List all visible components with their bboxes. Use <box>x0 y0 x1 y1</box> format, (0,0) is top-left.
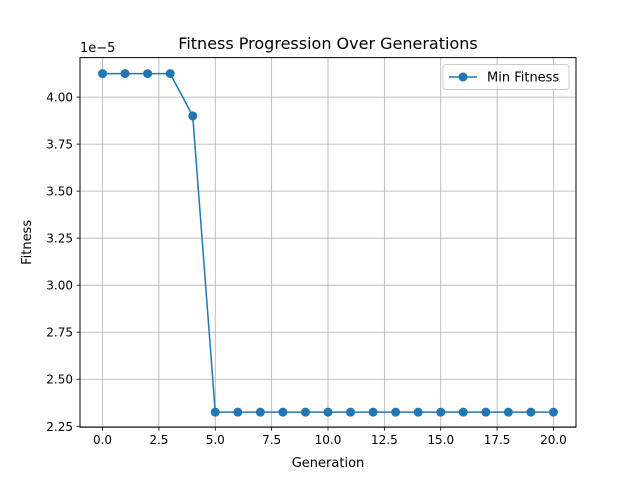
series-layer <box>98 69 558 417</box>
data-point <box>323 407 333 417</box>
x-tick-label: 10.0 <box>315 433 342 447</box>
x-tick-label: 17.5 <box>484 433 511 447</box>
data-point <box>210 407 220 417</box>
data-point <box>436 407 446 417</box>
y-tick-label: 2.75 <box>46 326 73 340</box>
data-point <box>458 407 468 417</box>
data-point <box>481 407 491 417</box>
y-tick-label: 2.50 <box>46 373 73 387</box>
y-tick-label: 3.50 <box>46 185 73 199</box>
y-tick-label: 3.00 <box>46 279 73 293</box>
grid-layer <box>80 57 576 428</box>
data-point <box>526 407 536 417</box>
x-tick-label: 0.0 <box>93 433 112 447</box>
data-point <box>165 69 175 79</box>
x-tick-label: 20.0 <box>540 433 567 447</box>
data-point <box>346 407 356 417</box>
data-point <box>503 407 513 417</box>
data-point <box>255 407 265 417</box>
x-tick-label: 2.5 <box>149 433 168 447</box>
y-axis-label: Fitness <box>20 220 35 265</box>
legend-label-min-fitness: Min Fitness <box>487 71 559 86</box>
legend-box <box>442 64 570 90</box>
y-tick-label: 3.75 <box>46 138 73 152</box>
data-point <box>391 407 401 417</box>
data-point <box>413 407 423 417</box>
data-point <box>143 69 153 79</box>
x-tick-label: 7.5 <box>262 433 281 447</box>
y-tick-label: 4.00 <box>46 91 73 105</box>
y-tick-label: 2.25 <box>46 420 73 434</box>
x-tick-label: 15.0 <box>427 433 454 447</box>
x-tick-label: 12.5 <box>371 433 398 447</box>
data-point <box>548 407 558 417</box>
data-point <box>98 69 108 79</box>
legend-marker-swatch <box>458 72 468 82</box>
data-point <box>188 111 198 121</box>
x-axis-label: Generation <box>292 456 365 471</box>
ticks-layer: 0.0 2.5 5.0 7.5 10.0 12.5 15.0 17.5 20.0 2.25 2.50… <box>46 91 567 448</box>
legend: Min Fitness <box>442 64 570 90</box>
data-point <box>233 407 243 417</box>
y-tick-label: 3.25 <box>46 232 73 246</box>
data-point <box>120 69 130 79</box>
data-point <box>300 407 310 417</box>
chart-title: Fitness Progression Over Generations <box>178 34 477 53</box>
x-tick-label: 5.0 <box>206 433 225 447</box>
data-point <box>278 407 288 417</box>
y-offset-label: 1e−5 <box>80 41 115 56</box>
data-point <box>368 407 378 417</box>
